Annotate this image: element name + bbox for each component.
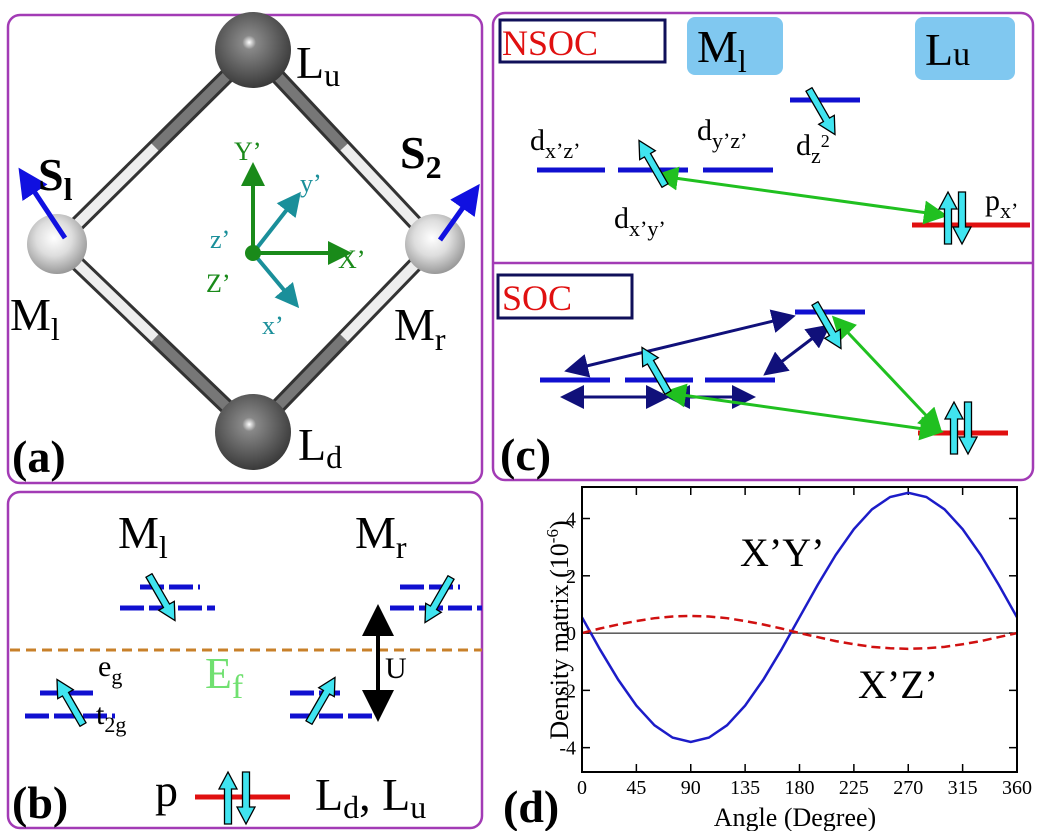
main: M — [355, 507, 396, 558]
axis-label: Z’ — [206, 269, 231, 298]
main: p — [985, 184, 1000, 217]
sub: l — [738, 43, 747, 79]
y-tick-label: 0 — [566, 623, 576, 645]
main: d — [796, 129, 811, 162]
main: L — [296, 37, 324, 88]
spin-label: Sl — [38, 149, 73, 207]
sub: g — [111, 664, 122, 689]
series-label: X’Z’ — [858, 662, 938, 707]
y-tick-label: 4 — [566, 509, 576, 531]
panel-b: Ml Mr U eg t2g Ef p Ld, Lu (b) — [8, 492, 482, 828]
main: d — [614, 202, 629, 235]
axis-label: y’ — [300, 169, 322, 198]
main: S — [400, 127, 426, 178]
main: d — [530, 124, 545, 157]
sub: y’z’ — [712, 128, 747, 153]
ligand-label: Ld, Lu — [315, 769, 426, 825]
orbital-label: dx’z’ — [530, 124, 580, 163]
main: L — [298, 419, 326, 470]
atom-label: Mr — [394, 299, 446, 357]
sup: 2 — [821, 131, 830, 151]
orbital-label: px’ — [985, 184, 1018, 223]
sub: u — [953, 36, 970, 73]
sub: x’ — [1000, 198, 1018, 223]
sub: u — [410, 789, 426, 825]
main: L — [925, 24, 953, 75]
main: M — [10, 289, 51, 340]
atom-label: Ml — [118, 507, 168, 565]
y-tick-label: 2 — [566, 566, 576, 588]
panel-c: NSOC Ml Lu dx’z’ dy’z’ dz2 dx’y’ px’ SOC… — [493, 13, 1033, 480]
main: M — [697, 21, 738, 72]
x-tick-label: 45 — [626, 777, 646, 799]
sub: l — [64, 171, 73, 207]
main: M — [118, 507, 159, 558]
sub: 2 — [426, 149, 442, 185]
main: L — [315, 769, 343, 820]
x-tick-label: 0 — [577, 777, 587, 799]
panel-label: (d) — [503, 781, 559, 831]
sub: 2g — [104, 712, 126, 737]
x-tick-label: 315 — [948, 777, 978, 799]
sub: d — [326, 439, 342, 475]
x-axis-label: Angle (Degree) — [714, 803, 876, 831]
case-label: NSOC — [502, 23, 598, 63]
orbital-label: dx’y’ — [614, 202, 666, 241]
x-tick-label: 90 — [681, 777, 701, 799]
orbital-label: dz2 — [796, 129, 830, 168]
main: d — [697, 114, 712, 147]
sep: , — [359, 769, 382, 820]
axis-label: Y’ — [234, 137, 261, 166]
axis-label: x’ — [262, 311, 284, 340]
sub: f — [232, 669, 244, 706]
sub: l — [51, 311, 60, 347]
orbital-label: dy’z’ — [697, 114, 747, 153]
x-tick-label: 270 — [893, 777, 923, 799]
series-label: X’Y’ — [740, 530, 824, 575]
x-tick-label: 360 — [1002, 777, 1032, 799]
main: S — [38, 149, 64, 200]
atom-label: Lu — [296, 37, 340, 93]
main: L — [382, 769, 410, 820]
fermi-label: Ef — [205, 649, 244, 706]
main: E — [205, 649, 232, 698]
axis-label: z’ — [210, 225, 230, 254]
x-tick-label: 180 — [785, 777, 815, 799]
atom-label: Ld — [298, 419, 342, 475]
panel-label: (b) — [12, 777, 68, 828]
main: M — [394, 299, 435, 350]
sub: x’y’ — [629, 216, 666, 241]
x-tick-label: 135 — [730, 777, 760, 799]
sup: -6 — [543, 529, 562, 543]
x-tick-label: 225 — [839, 777, 869, 799]
sub: z — [811, 143, 821, 168]
spin-label: S2 — [400, 127, 442, 185]
case-label: SOC — [502, 278, 572, 318]
orbital-label: t2g — [96, 698, 126, 737]
sub: l — [159, 529, 168, 565]
panel-d: (d) Angle (Degree) Density matrix (10-6)… — [503, 487, 1032, 831]
sub: r — [396, 529, 407, 565]
y-tick-label: -4 — [559, 738, 576, 760]
atom-label: Ml — [10, 289, 60, 347]
sub: d — [343, 789, 359, 825]
figure: Lu Ld Ml Mr Sl S2 Y’ y’ z’ Z’ X’ x’ (a) … — [0, 0, 1041, 831]
orbital-label: p — [155, 765, 178, 816]
sub: r — [435, 321, 446, 357]
series-line — [582, 616, 1017, 649]
energy-label: U — [385, 652, 407, 685]
panel-a: Lu Ld Ml Mr Sl S2 Y’ y’ z’ Z’ X’ x’ (a) — [8, 12, 482, 483]
y-tick-label: -2 — [559, 680, 576, 702]
axis-label: X’ — [338, 245, 365, 274]
atom-label: Mr — [355, 507, 407, 565]
sub: u — [324, 57, 340, 93]
main: e — [98, 650, 111, 683]
panel-label: (a) — [12, 431, 66, 482]
panel-label: (c) — [500, 429, 551, 480]
orbital-label: eg — [98, 650, 122, 689]
sub: x’z’ — [545, 138, 580, 163]
